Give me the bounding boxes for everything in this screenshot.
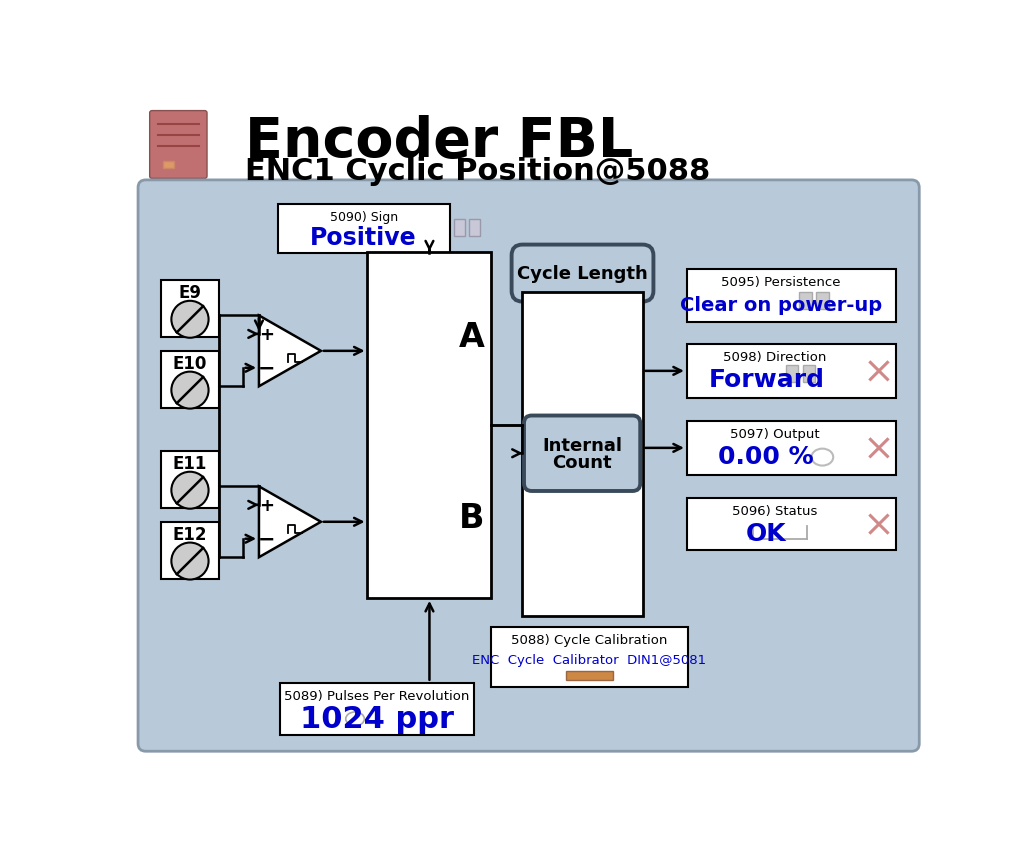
Text: +: + [260, 496, 274, 515]
FancyBboxPatch shape [277, 204, 450, 254]
FancyBboxPatch shape [687, 422, 896, 475]
FancyBboxPatch shape [490, 628, 688, 688]
Text: 5096) Status: 5096) Status [732, 504, 818, 517]
Text: −: − [258, 529, 275, 549]
Text: −: − [258, 359, 275, 378]
Circle shape [171, 302, 208, 338]
FancyBboxPatch shape [522, 293, 643, 616]
Text: ENC1 Cyclic Position@5088: ENC1 Cyclic Position@5088 [245, 157, 711, 186]
FancyBboxPatch shape [162, 280, 218, 337]
Text: A: A [459, 320, 485, 354]
Circle shape [171, 372, 208, 409]
Polygon shape [259, 316, 321, 387]
FancyBboxPatch shape [149, 112, 207, 179]
Text: +: + [260, 325, 274, 343]
FancyBboxPatch shape [786, 366, 798, 383]
FancyBboxPatch shape [454, 220, 466, 237]
Text: Internal: Internal [542, 436, 622, 454]
Text: 5088) Cycle Calibration: 5088) Cycle Calibration [511, 633, 667, 647]
Circle shape [171, 543, 208, 580]
FancyBboxPatch shape [816, 293, 828, 310]
FancyBboxPatch shape [280, 683, 474, 735]
Text: E10: E10 [173, 354, 207, 372]
Polygon shape [259, 486, 321, 557]
FancyBboxPatch shape [524, 416, 641, 492]
Text: Positive: Positive [310, 226, 417, 250]
FancyBboxPatch shape [162, 522, 218, 579]
FancyBboxPatch shape [803, 366, 816, 383]
FancyBboxPatch shape [162, 351, 218, 408]
FancyBboxPatch shape [566, 671, 613, 681]
Text: 5098) Direction: 5098) Direction [723, 350, 826, 363]
Text: Forward: Forward [709, 368, 824, 392]
Text: Encoder FBL: Encoder FBL [245, 115, 633, 170]
FancyBboxPatch shape [163, 162, 174, 170]
Text: 5089) Pulses Per Revolution: 5089) Pulses Per Revolution [284, 689, 470, 703]
Text: E9: E9 [178, 284, 202, 302]
FancyBboxPatch shape [687, 498, 896, 550]
FancyBboxPatch shape [687, 270, 896, 322]
Text: 0.00 %: 0.00 % [719, 445, 814, 469]
FancyBboxPatch shape [162, 452, 218, 509]
Text: 5097) Output: 5097) Output [730, 427, 820, 440]
Text: B: B [459, 501, 485, 534]
FancyBboxPatch shape [799, 293, 812, 310]
Circle shape [171, 472, 208, 509]
Text: Clear on power-up: Clear on power-up [680, 296, 882, 314]
Text: 5095) Persistence: 5095) Persistence [721, 276, 840, 289]
Text: Count: Count [552, 454, 612, 472]
Text: E12: E12 [173, 526, 207, 544]
Text: Cycle Length: Cycle Length [517, 265, 648, 283]
FancyBboxPatch shape [368, 252, 491, 598]
FancyBboxPatch shape [138, 181, 919, 751]
Text: ENC  Cycle  Calibrator  DIN1@5081: ENC Cycle Calibrator DIN1@5081 [473, 653, 707, 666]
Text: 1024 ppr: 1024 ppr [300, 705, 454, 734]
FancyBboxPatch shape [512, 245, 653, 302]
FancyBboxPatch shape [687, 344, 896, 399]
Text: 5090) Sign: 5090) Sign [330, 211, 398, 224]
Text: OK: OK [746, 521, 787, 545]
Text: E11: E11 [173, 455, 207, 473]
FancyBboxPatch shape [469, 220, 480, 237]
